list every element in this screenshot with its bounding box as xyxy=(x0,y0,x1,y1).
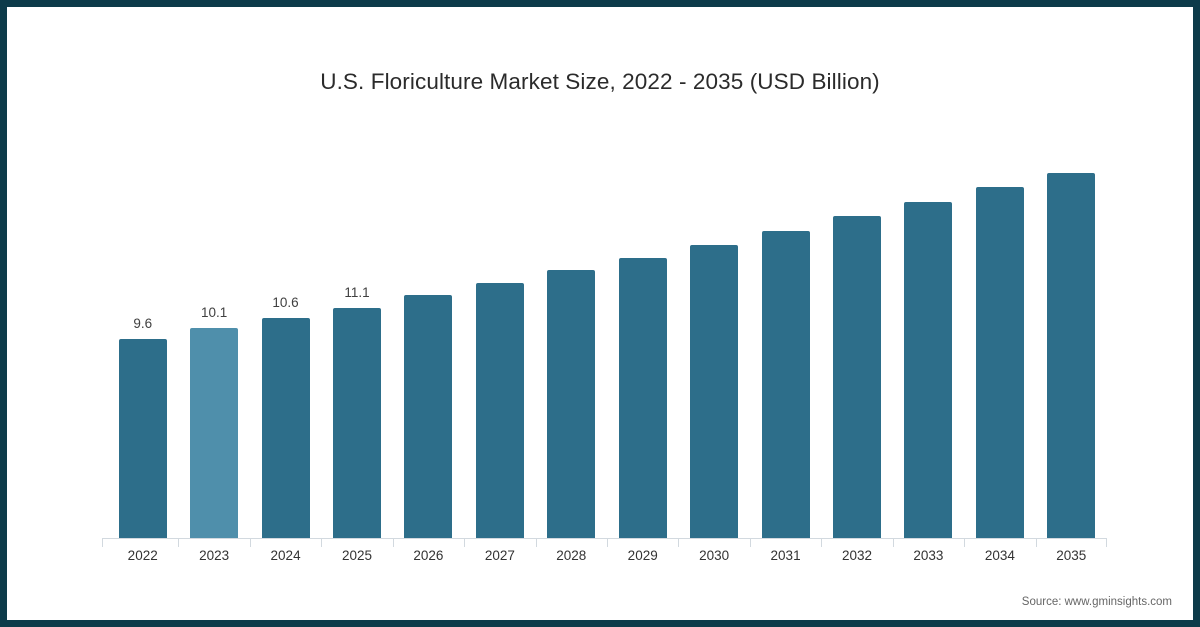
bar-slot xyxy=(393,127,464,538)
bar-2022[interactable] xyxy=(118,338,167,538)
bar-slot xyxy=(536,127,607,538)
chart-title: U.S. Floriculture Market Size, 2022 - 20… xyxy=(320,69,880,94)
x-axis-tick xyxy=(607,538,608,547)
x-axis-tick xyxy=(178,538,180,547)
bar-slot xyxy=(821,127,892,538)
bar-slot xyxy=(678,127,749,538)
bar-slot xyxy=(464,127,535,538)
bar-value-label-2023: 10.1 xyxy=(200,305,228,321)
bar-2027[interactable] xyxy=(475,282,524,538)
x-axis-label-2029: 2029 xyxy=(627,548,658,563)
bar-slot xyxy=(1036,127,1107,538)
bar-slot xyxy=(750,127,821,538)
bar-2032[interactable] xyxy=(832,216,881,538)
x-axis-tick xyxy=(964,538,966,547)
x-axis-label-2024: 2024 xyxy=(270,548,301,563)
x-axis-label-2028: 2028 xyxy=(556,548,587,563)
bar-2033[interactable] xyxy=(904,201,953,538)
bar-2034[interactable] xyxy=(975,187,1024,538)
x-axis-tick xyxy=(392,538,394,547)
x-axis-label-2034: 2034 xyxy=(984,548,1015,563)
bar-value-label-2025: 11.1 xyxy=(344,284,370,300)
bar-2030[interactable] xyxy=(690,245,739,538)
x-axis-tick xyxy=(678,538,680,547)
x-axis-tick xyxy=(1106,538,1107,547)
x-axis-label-2030: 2030 xyxy=(699,548,730,563)
x-axis-label-2031: 2031 xyxy=(770,548,801,563)
bar-2023[interactable] xyxy=(190,328,239,538)
x-axis-label-2025: 2025 xyxy=(341,548,373,563)
x-axis-label-2033: 2033 xyxy=(913,548,944,563)
plot-area: 9.6 10.1 10.6 11.1 xyxy=(107,127,1107,538)
x-axis-label-2032: 2032 xyxy=(841,548,873,563)
bar-2035[interactable] xyxy=(1047,172,1096,538)
x-axis-label-2022: 2022 xyxy=(127,548,158,563)
x-axis-label-2027: 2027 xyxy=(484,548,515,563)
bar-value-label-2022: 9.6 xyxy=(133,315,153,331)
x-axis-tick xyxy=(249,538,251,547)
x-axis-tick xyxy=(749,538,751,547)
bar-slot xyxy=(893,127,964,538)
bar-2026[interactable] xyxy=(404,295,453,538)
x-axis-tick xyxy=(535,538,537,547)
bar-slot: 10.1 xyxy=(178,127,249,538)
x-axis-tick xyxy=(464,538,466,547)
x-axis-label-2035: 2035 xyxy=(1056,548,1087,563)
bar-2029[interactable] xyxy=(618,257,667,538)
source-credit: Source: www.gminsights.com xyxy=(1021,596,1172,608)
bar-2025[interactable] xyxy=(332,307,381,538)
x-axis-tick xyxy=(102,538,103,547)
bar-slot xyxy=(607,127,678,538)
bar-2028[interactable] xyxy=(547,270,596,538)
x-axis-tick xyxy=(821,538,823,547)
x-axis-tick xyxy=(892,538,894,547)
x-axis-line xyxy=(102,538,1107,539)
bar-slot xyxy=(964,127,1035,538)
bar-2031[interactable] xyxy=(761,230,810,538)
bar-value-label-2024: 10.6 xyxy=(272,294,299,310)
x-axis-tick xyxy=(321,538,323,547)
x-axis-label-2026: 2026 xyxy=(413,548,444,563)
bar-slot: 11.1 xyxy=(321,127,392,538)
x-axis-tick xyxy=(1035,538,1037,547)
bar-slot: 10.6 xyxy=(250,127,321,538)
bar-2024[interactable] xyxy=(261,317,310,538)
x-axis-label-2023: 2023 xyxy=(199,548,230,563)
bar-slot: 9.6 xyxy=(107,127,178,538)
